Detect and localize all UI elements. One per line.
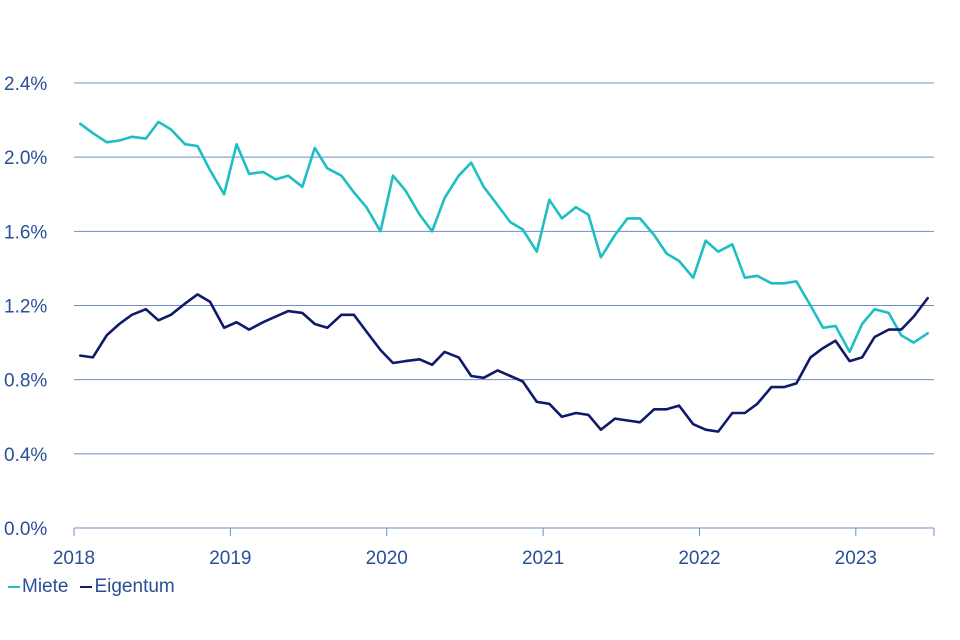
legend-item-eigentum: Eigentum	[80, 576, 175, 598]
x-tick-label: 2018	[53, 548, 95, 569]
y-tick-label: 0.0%	[4, 519, 47, 540]
y-tick-label: 2.4%	[4, 74, 47, 95]
legend-item-miete: Miete	[8, 576, 68, 598]
x-tick-label: 2022	[678, 548, 720, 569]
y-tick-label: 1.6%	[4, 222, 47, 243]
series-lines	[79, 120, 930, 433]
legend-swatch-miete	[8, 586, 20, 588]
legend-label-miete: Miete	[22, 576, 69, 597]
y-tick-label: 0.4%	[4, 445, 47, 466]
legend: Miete Eigentum	[8, 576, 187, 598]
x-tick-label: 2019	[209, 548, 251, 569]
x-tick-label: 2021	[522, 548, 564, 569]
series-line-eigentum	[79, 293, 930, 433]
legend-label-eigentum: Eigentum	[94, 576, 175, 597]
x-axis-ticks: 2018 2019 2020 2021 2022 2023	[53, 528, 935, 569]
series-line-miete	[79, 120, 930, 354]
y-tick-label: 2.0%	[4, 148, 47, 169]
y-tick-label: 1.2%	[4, 297, 47, 318]
x-tick-label: 2020	[366, 548, 408, 569]
grid-lines	[74, 82, 934, 529]
y-axis-ticks: 0.0% 0.4% 0.8% 1.2% 1.6% 2.0% 2.4%	[4, 74, 47, 540]
y-tick-label: 0.8%	[4, 371, 47, 392]
x-tick-label: 2023	[835, 548, 877, 569]
legend-swatch-eigentum	[80, 586, 93, 588]
